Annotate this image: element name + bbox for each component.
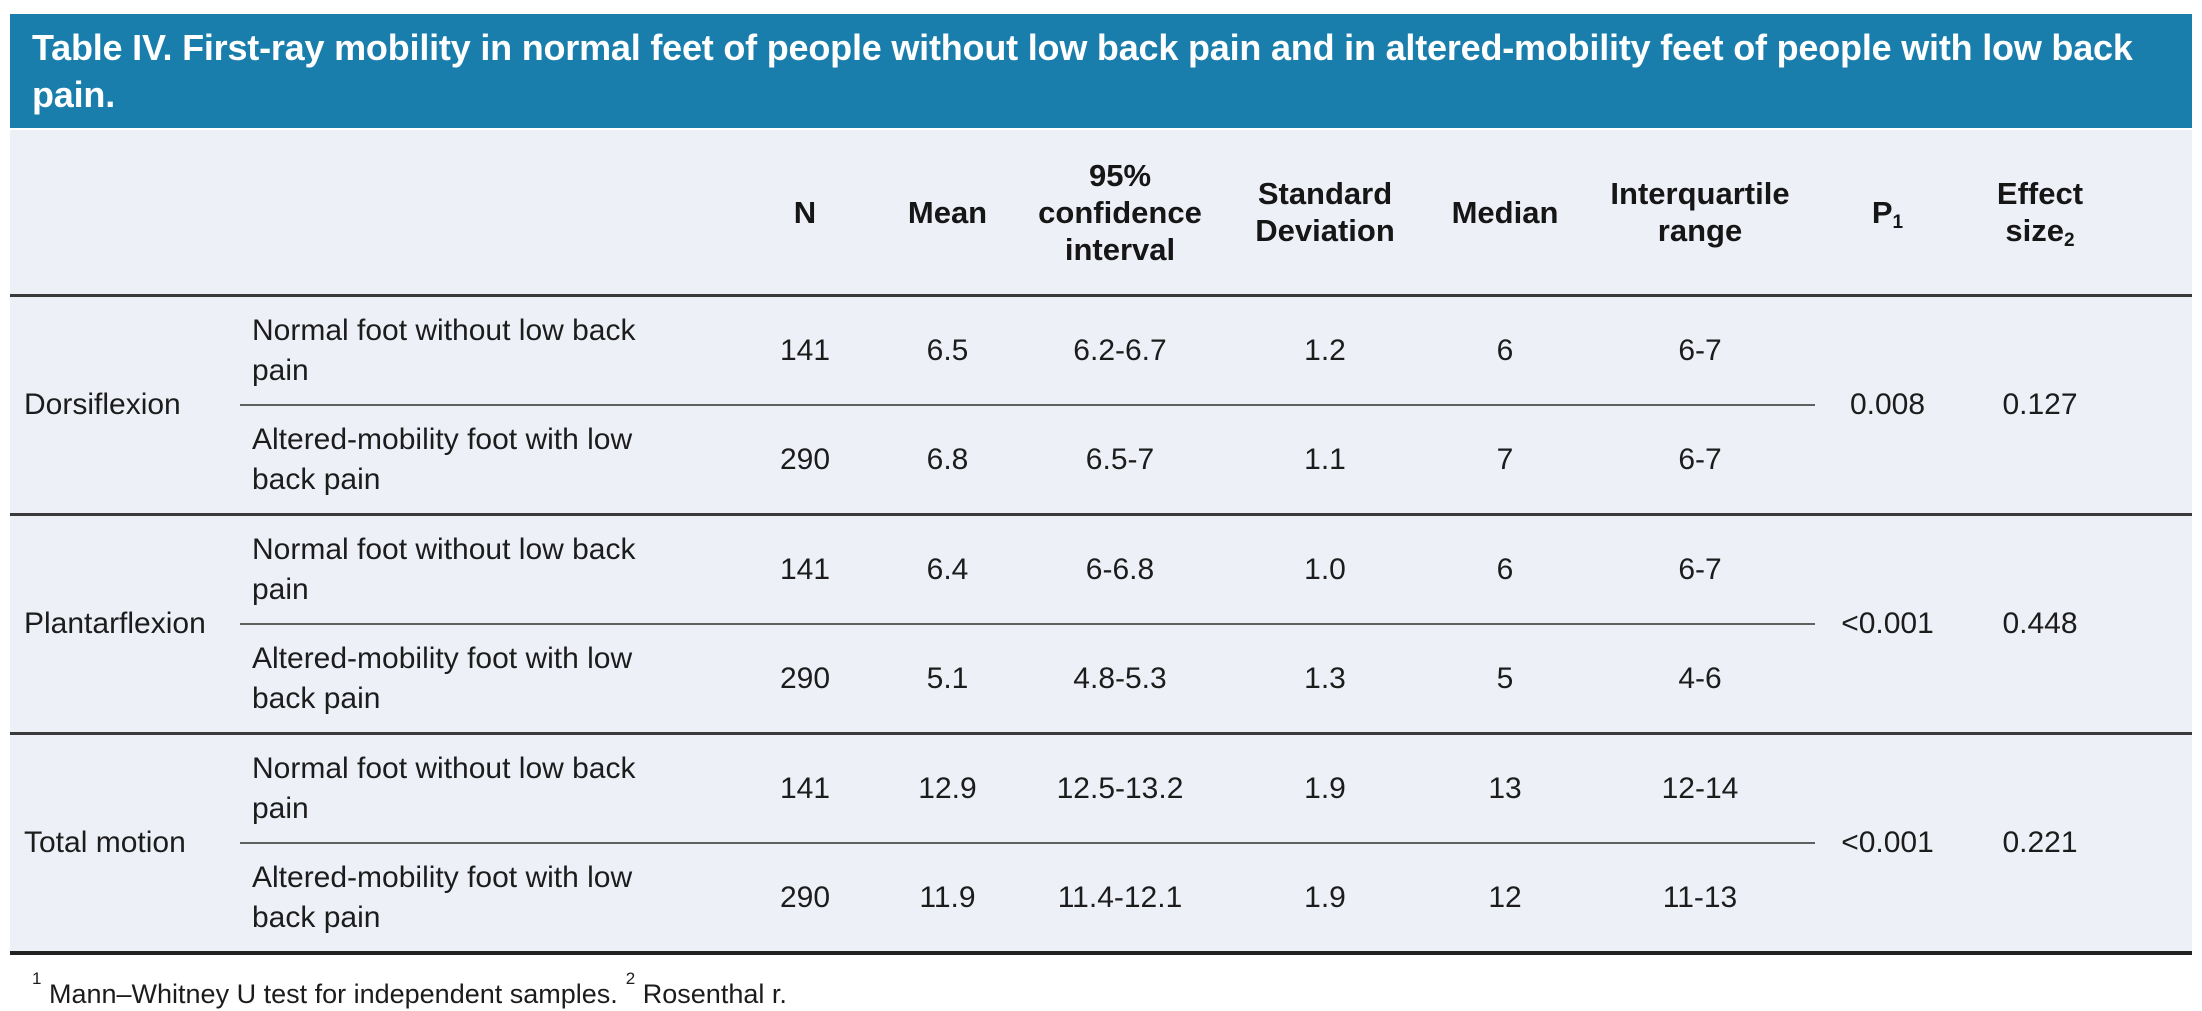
iqr-value: 11-13 [1585,842,1815,953]
iqr-value: 4-6 [1585,623,1815,734]
mean-value: 12.9 [880,732,1015,843]
table-row: Altered-mobility foot with low back pain… [10,842,2192,953]
col-header-standard-deviation: Standard Deviation [1225,130,1425,297]
n-value: 141 [730,513,880,624]
table-row: Altered-mobility foot with low back pain… [10,623,2192,734]
header-row: N Mean 95% confidence interval Standard … [10,130,2192,297]
row-label: Altered-mobility foot with low back pain [240,623,730,734]
sd-value: 1.2 [1225,294,1425,405]
stats-table: N Mean 95% confidence interval Standard … [10,130,2192,955]
p-value: <0.001 [1815,513,1960,734]
col-header-interquartile-range: Interquartile range [1585,130,1815,297]
sd-value: 1.9 [1225,732,1425,843]
group-label-dorsiflexion: Dorsiflexion [10,294,240,515]
iqr-value: 12-14 [1585,732,1815,843]
p-value: <0.001 [1815,732,1960,953]
title-body-divider [10,128,2192,130]
spacer-cell [2120,294,2192,515]
row-label: Altered-mobility foot with low back pain [240,404,730,515]
col-header-empty-group [10,130,240,297]
col-header-n: N [730,130,880,297]
p-superscript: 1 [1892,211,1904,233]
n-value: 141 [730,732,880,843]
table-row: Total motion Normal foot without low bac… [10,732,2192,953]
row-label: Normal foot without low back pain [240,513,730,624]
col-header-median: Median [1425,130,1585,297]
footnote-superscript-1: 1 [32,969,42,988]
mean-value: 6.8 [880,404,1015,515]
median-value: 13 [1425,732,1585,843]
ci-value: 11.4-12.1 [1015,842,1225,953]
sd-value: 1.1 [1225,404,1425,515]
effect-size-superscript: 2 [2064,230,2075,251]
median-value: 12 [1425,842,1585,953]
table-title-bar: Table IV. First-ray mobility in normal f… [10,14,2192,128]
row-label: Normal foot without low back pain [240,294,730,405]
table-row: Dorsiflexion Normal foot without low bac… [10,294,2192,515]
col-header-empty-spacer [2120,130,2192,297]
median-value: 6 [1425,513,1585,624]
spacer-cell [2120,732,2192,953]
col-header-mean: Mean [880,130,1015,297]
n-value: 141 [730,294,880,405]
ci-value: 6-6.8 [1015,513,1225,624]
sd-value: 1.3 [1225,623,1425,734]
median-value: 5 [1425,623,1585,734]
table-title: Table IV. First-ray mobility in normal f… [32,27,2133,115]
sd-value: 1.9 [1225,842,1425,953]
table-row: Plantarflexion Normal foot without low b… [10,513,2192,734]
footnote-superscript-2: 2 [625,969,636,988]
spacer-cell [2120,513,2192,734]
effect-size-value: 0.127 [1960,294,2120,515]
row-label: Altered-mobility foot with low back pain [240,842,730,953]
sd-value: 1.0 [1225,513,1425,624]
median-value: 6 [1425,294,1585,405]
table-footnote: 1 Mann–Whitney U test for independent sa… [10,955,2192,1011]
ci-value: 4.8-5.3 [1015,623,1225,734]
col-header-p: P1 [1815,130,1960,297]
table-row: Altered-mobility foot with low back pain… [10,404,2192,515]
mean-value: 5.1 [880,623,1015,734]
p-value: 0.008 [1815,294,1960,515]
n-value: 290 [730,623,880,734]
group-label-plantarflexion: Plantarflexion [10,513,240,734]
col-header-empty-sublabel [240,130,730,297]
iqr-value: 6-7 [1585,294,1815,405]
mean-value: 11.9 [880,842,1015,953]
footnote-text-2: Rosenthal r. [642,979,787,1009]
effect-size-value: 0.221 [1960,732,2120,953]
iqr-value: 6-7 [1585,404,1815,515]
footnote-text-1: Mann–Whitney U test for independent samp… [48,979,618,1009]
ci-value: 6.5-7 [1015,404,1225,515]
effect-size-value: 0.448 [1960,513,2120,734]
iqr-value: 6-7 [1585,513,1815,624]
effect-size-label: Effect size [1996,176,2084,248]
ci-value: 12.5-13.2 [1015,732,1225,843]
col-header-effect-size: Effect size2 [1960,130,2120,297]
ci-value: 6.2-6.7 [1015,294,1225,405]
col-header-confidence-interval: 95% confidence interval [1015,130,1225,297]
mean-value: 6.4 [880,513,1015,624]
mean-value: 6.5 [880,294,1015,405]
median-value: 7 [1425,404,1585,515]
n-value: 290 [730,842,880,953]
row-label: Normal foot without low back pain [240,732,730,843]
group-label-total-motion: Total motion [10,732,240,953]
n-value: 290 [730,404,880,515]
p-label: P [1871,194,1893,230]
